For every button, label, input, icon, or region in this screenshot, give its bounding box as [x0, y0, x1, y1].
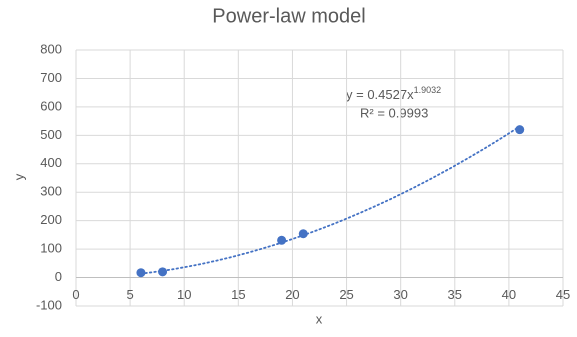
y-tick-label: 700	[40, 70, 62, 85]
y-tick-label: 0	[55, 269, 62, 284]
y-tick-label: 600	[40, 98, 62, 113]
equation-text: y = 0.4527x	[346, 87, 414, 102]
trendline	[139, 125, 521, 275]
y-tick-label: 200	[40, 212, 62, 227]
x-axis-label: x	[316, 311, 323, 326]
x-tick-label: 5	[126, 287, 133, 302]
r-squared: R² = 0.9993	[360, 105, 428, 120]
x-tick-label: 30	[393, 287, 407, 302]
equation-exponent: 1.9032	[414, 85, 442, 95]
y-tick-label: 500	[40, 127, 62, 142]
data-point	[515, 125, 525, 135]
data-point	[158, 267, 168, 277]
y-tick-label: -100	[36, 297, 62, 312]
x-tick-label: 0	[72, 287, 79, 302]
data-point	[136, 268, 146, 278]
chart-title: Power-law model	[212, 5, 365, 27]
y-axis-label: y	[11, 173, 26, 180]
y-tick-label: 300	[40, 184, 62, 199]
trendline-equation: y = 0.4527x1.9032	[346, 85, 441, 102]
x-tick-label: 15	[231, 287, 245, 302]
x-tick-label: 45	[556, 287, 570, 302]
x-tick-label: 35	[448, 287, 462, 302]
x-tick-label: 40	[502, 287, 516, 302]
x-tick-label: 10	[177, 287, 191, 302]
x-tick-label: 20	[285, 287, 299, 302]
data-point	[298, 229, 308, 239]
y-tick-label: 400	[40, 155, 62, 170]
y-tick-label: 800	[40, 41, 62, 56]
data-point	[277, 235, 287, 245]
y-tick-label: 100	[40, 241, 62, 256]
x-tick-label: 25	[339, 287, 353, 302]
